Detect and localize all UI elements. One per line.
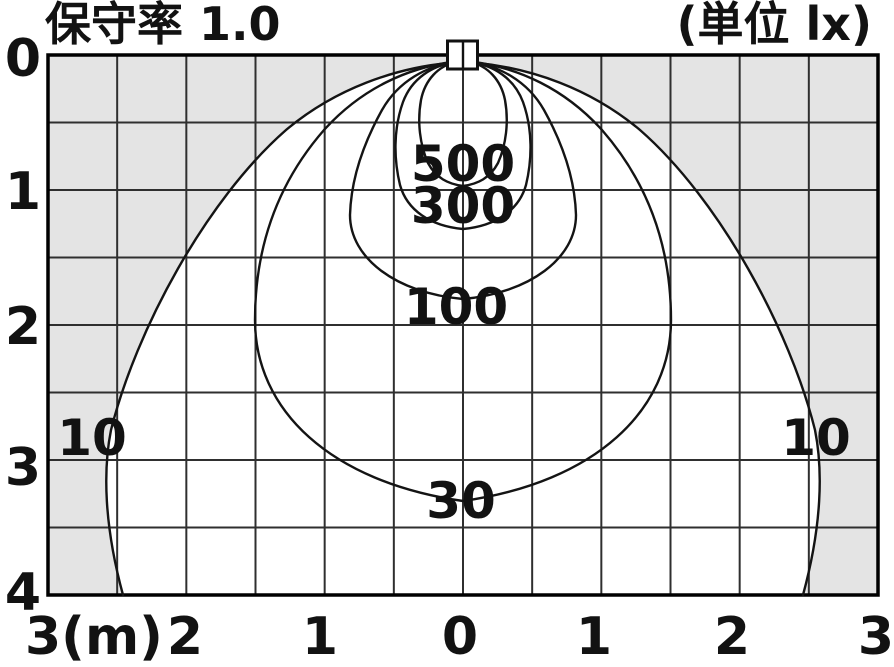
isolux-curve-300 [394, 60, 532, 231]
isolux-curve-100 [348, 60, 578, 301]
isolux-curve-500 [418, 60, 508, 188]
maintenance-factor-title: 保守率 1.0 [45, 0, 281, 51]
x-tick-left-2: 2 [167, 607, 203, 667]
x-tick-right-1: 1 [576, 607, 612, 667]
unit-title: (単位 lx) [677, 0, 873, 51]
contour-label-30: 30 [426, 472, 496, 530]
isolux-curve-30 [253, 60, 673, 503]
y-tick-4: 4 [5, 563, 41, 623]
x-tick-0: 0 [442, 607, 478, 667]
contour-label-500: 500 [411, 135, 515, 193]
grid [48, 55, 878, 595]
contour-label-300: 300 [411, 177, 515, 235]
x-tick-left-3m: 3(m) [25, 607, 163, 667]
x-tick-right-3: 3 [858, 607, 894, 667]
contour-label-10-right: 10 [781, 409, 851, 467]
contour-label-10-left: 10 [57, 409, 127, 467]
x-tick-right-2: 2 [714, 607, 750, 667]
x-tick-left-1: 1 [302, 607, 338, 667]
y-tick-2: 2 [5, 297, 41, 357]
contour-label-100: 100 [404, 278, 508, 336]
y-tick-0: 0 [5, 29, 41, 89]
y-tick-3: 3 [5, 438, 41, 498]
y-tick-1: 1 [5, 162, 41, 222]
